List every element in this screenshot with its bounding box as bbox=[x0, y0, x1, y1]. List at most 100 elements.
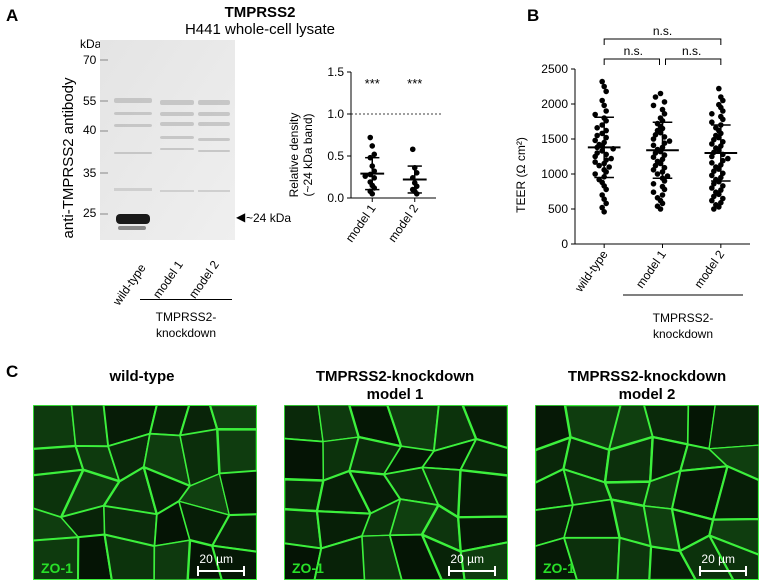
comparison-label: n.s. bbox=[653, 24, 672, 38]
blot-image bbox=[100, 40, 235, 240]
data-point bbox=[661, 186, 668, 193]
data-point bbox=[709, 153, 715, 160]
cell-outline bbox=[284, 508, 323, 550]
data-point bbox=[654, 171, 661, 177]
cell-outline bbox=[678, 534, 735, 580]
panel-letter-c: C bbox=[6, 362, 19, 381]
cell-outline bbox=[70, 405, 109, 447]
blot-group-label-2: knockdown bbox=[155, 326, 217, 340]
data-point bbox=[599, 204, 605, 211]
data-point bbox=[601, 83, 607, 90]
data-point bbox=[661, 178, 668, 184]
blot-group-line bbox=[140, 299, 232, 300]
y-tick-label: 1000 bbox=[541, 167, 568, 181]
lane-label-model-1: model 1 bbox=[150, 258, 186, 302]
marker-55: 55 bbox=[83, 94, 97, 108]
data-point bbox=[594, 132, 600, 139]
data-point bbox=[720, 108, 726, 114]
y-tick-label: 1.5 bbox=[327, 65, 344, 79]
micrograph-3-subtitle: model 2 bbox=[618, 386, 676, 403]
data-point bbox=[716, 191, 722, 198]
blot-subtitle: H441 whole-cell lysate bbox=[184, 21, 336, 38]
stain-label: ZO-1 bbox=[543, 560, 575, 576]
cell-outline bbox=[712, 465, 759, 521]
data-point bbox=[661, 111, 668, 117]
data-point bbox=[716, 204, 722, 210]
data-point bbox=[657, 90, 664, 97]
data-point bbox=[652, 94, 659, 100]
data-point bbox=[592, 153, 598, 160]
teer-chart: TEER (Ω cm²) 0 500 1000 1500 2000 2500 wild-ty… bbox=[514, 24, 750, 341]
data-point bbox=[650, 142, 657, 149]
data-point bbox=[720, 116, 726, 123]
data-point bbox=[711, 193, 717, 200]
cell-outline bbox=[457, 468, 508, 519]
data-point bbox=[592, 171, 598, 177]
data-point bbox=[711, 181, 717, 187]
comparison-bracket bbox=[603, 58, 660, 65]
data-point bbox=[594, 125, 600, 131]
y-tick-label: 1500 bbox=[541, 132, 568, 146]
comparison-bracket bbox=[665, 58, 722, 65]
data-point bbox=[711, 168, 717, 174]
micrograph-model-1: ZO-1 20 µm bbox=[284, 405, 508, 580]
data-point bbox=[650, 181, 657, 187]
data-point bbox=[720, 195, 726, 202]
cell-outline bbox=[459, 438, 508, 477]
data-point bbox=[592, 159, 598, 165]
data-point bbox=[652, 162, 659, 169]
data-point bbox=[666, 138, 673, 144]
marker-35: 35 bbox=[83, 166, 97, 180]
data-point bbox=[369, 143, 376, 149]
cell-outline bbox=[284, 405, 324, 443]
scale-label: 20 µm bbox=[199, 552, 233, 566]
data-point bbox=[709, 185, 715, 191]
data-point bbox=[709, 119, 715, 125]
data-point bbox=[608, 155, 614, 162]
cell-outline bbox=[708, 405, 759, 450]
panel-letter-b: B bbox=[527, 6, 540, 25]
data-point bbox=[650, 102, 657, 109]
cell-outline bbox=[708, 444, 759, 481]
x-tick-label: model 2 bbox=[385, 201, 421, 244]
cell-outline bbox=[648, 545, 697, 580]
density-ylabel-2: (~24 kDa band) bbox=[301, 113, 315, 196]
micrograph-2-subtitle: model 1 bbox=[366, 386, 424, 403]
data-point bbox=[650, 154, 657, 160]
cell-outline bbox=[284, 437, 325, 482]
marker-40: 40 bbox=[83, 123, 97, 137]
x-tick-label: wild-type bbox=[571, 247, 610, 295]
y-tick-label: 2500 bbox=[541, 62, 568, 76]
x-tick-label: model 1 bbox=[343, 201, 379, 244]
cell-outline bbox=[284, 542, 323, 580]
micrograph-model-2: ZO-1 20 µm bbox=[535, 405, 759, 580]
data-point bbox=[367, 134, 374, 141]
y-tick-label: 500 bbox=[548, 202, 568, 216]
x-tick-label: model 2 bbox=[691, 247, 727, 290]
data-point bbox=[599, 78, 605, 85]
cell-outline bbox=[563, 536, 621, 580]
cell-outline bbox=[708, 517, 759, 556]
cell-outline bbox=[616, 536, 652, 580]
data-point bbox=[601, 196, 607, 202]
lane-label-model-2: model 2 bbox=[186, 258, 222, 302]
data-point bbox=[603, 108, 609, 114]
cell-outline bbox=[103, 533, 156, 580]
cell-outline bbox=[461, 405, 508, 450]
stain-label: ZO-1 bbox=[292, 560, 324, 576]
data-point bbox=[659, 106, 666, 113]
data-point bbox=[409, 146, 416, 153]
panel-letter-a: A bbox=[6, 6, 19, 25]
blot-y-label: anti-TMPRSS2 antibody bbox=[60, 77, 77, 239]
cell-outline bbox=[216, 428, 257, 476]
data-point bbox=[709, 160, 715, 166]
data-point bbox=[606, 164, 612, 170]
density-chart: Relative density (~24 kDa band) 0.0 0.5 1.… bbox=[287, 65, 442, 245]
y-tick-label: 0.0 bbox=[327, 191, 344, 205]
micrograph-2-title: TMPRSS2-knockdown bbox=[315, 368, 475, 385]
data-point bbox=[718, 187, 724, 193]
micrograph-1-title: wild-type bbox=[109, 368, 175, 385]
data-point bbox=[720, 183, 726, 189]
data-point bbox=[599, 192, 605, 198]
data-point bbox=[711, 136, 717, 143]
